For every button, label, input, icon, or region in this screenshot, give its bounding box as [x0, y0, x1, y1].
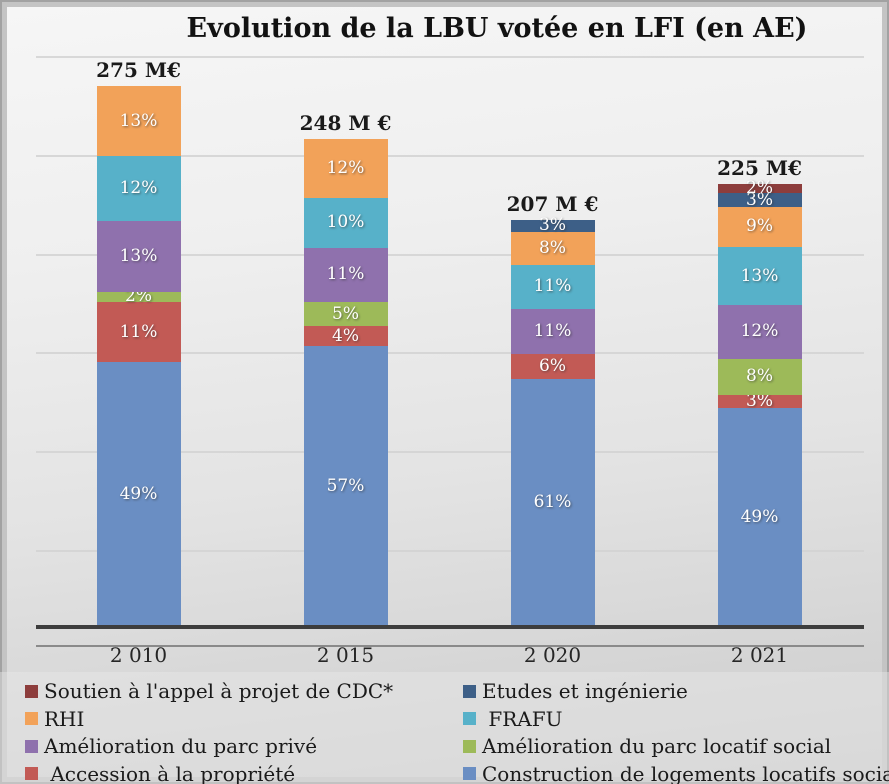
bar-segment-rhi: 13%	[96, 86, 181, 157]
segment-percent-label: 13%	[119, 110, 158, 131]
legend-swatch-rhi	[25, 712, 38, 725]
segment-percent-label: 11%	[326, 264, 365, 285]
legend-label-construction: Construction de logements locatifs socia…	[482, 761, 889, 784]
segment-percent-label: 5%	[332, 303, 359, 324]
x-axis-subline	[36, 645, 864, 647]
bar-segment-rhi: 8%	[510, 231, 595, 265]
segment-percent-label: 8%	[746, 366, 773, 387]
bar-segment-parc_prive: 11%	[303, 247, 388, 302]
bar-segment-parc_locatif_social: 8%	[717, 358, 802, 395]
bar-segment-frafu: 10%	[303, 198, 388, 248]
legend-label-parc_prive: Amélioration du parc privé	[44, 734, 318, 758]
h-gridline	[36, 352, 864, 354]
segment-percent-label: 12%	[740, 321, 779, 342]
bar-segment-soutien_cdc: 2%	[717, 180, 802, 197]
bar-segment-parc_prive: 13%	[96, 221, 181, 292]
h-gridline	[36, 550, 864, 552]
segment-percent-label: 3%	[746, 390, 773, 411]
legend-item-accession: Accession à la propriété	[25, 763, 295, 784]
legend-label-etudes: Etudes et ingénierie	[482, 679, 688, 703]
legend-swatch-etudes	[463, 684, 476, 698]
legend-label-accession: Accession à la propriété	[44, 761, 296, 784]
legend-swatch-construction	[463, 767, 476, 780]
h-gridline	[36, 254, 864, 256]
h-gridline	[36, 451, 864, 453]
x-axis-tick-label: 2 015	[316, 643, 375, 667]
segment-percent-label: 8%	[539, 237, 566, 258]
bar-segment-frafu: 12%	[96, 156, 181, 222]
bar-segment-parc_locatif_social: 2%	[96, 288, 181, 305]
segment-percent-label: 3%	[539, 215, 566, 236]
segment-percent-label: 11%	[119, 321, 158, 342]
segment-percent-label: 49%	[119, 483, 158, 504]
segment-percent-label: 9%	[746, 216, 773, 237]
x-axis-tick-label: 2 021	[730, 643, 789, 667]
bar-segment-parc_prive: 11%	[510, 309, 595, 355]
bar-total-label: 207 M €	[506, 191, 599, 216]
bar-segment-accession: 3%	[717, 390, 802, 411]
legend-item-frafu: FRAFU	[463, 708, 562, 730]
bar-segment-construction: 57%	[303, 346, 388, 627]
legend-label-soutien_cdc: Soutien à l'appel à projet de CDC*	[44, 679, 394, 703]
bar-segment-construction: 49%	[717, 407, 802, 627]
segment-percent-label: 61%	[533, 492, 572, 513]
x-axis-line	[36, 625, 864, 629]
chart-title: Evolution de la LBU votée en LFI (en AE)	[186, 13, 808, 44]
legend-item-etudes: Etudes et ingénierie	[463, 680, 688, 702]
segment-percent-label: 13%	[740, 265, 779, 286]
segment-percent-label: 12%	[119, 178, 158, 199]
bar-segment-construction: 61%	[510, 378, 595, 627]
bar-total-label: 248 M €	[299, 111, 392, 136]
h-gridline	[36, 56, 864, 58]
bar-segment-rhi: 12%	[303, 139, 388, 199]
bar-total-label: 275 M€	[96, 58, 181, 82]
segment-percent-label: 2%	[746, 178, 773, 199]
bar-segment-etudes: 3%	[510, 215, 595, 236]
bar-segment-parc_locatif_social: 5%	[303, 301, 388, 327]
bar-segment-parc_prive: 12%	[717, 305, 802, 359]
bar-segment-frafu: 13%	[717, 246, 802, 306]
bar-segment-etudes: 3%	[717, 189, 802, 210]
segment-percent-label: 4%	[332, 325, 359, 346]
segment-percent-label: 11%	[533, 321, 572, 342]
segment-percent-label: 3%	[746, 189, 773, 210]
bar-segment-rhi: 9%	[717, 206, 802, 247]
legend-label-parc_locatif_social: Amélioration du parc locatif social	[482, 734, 832, 758]
x-axis-tick-label: 2 010	[109, 643, 168, 667]
legend: Soutien à l'appel à projet de CDC* Etudes…	[0, 672, 889, 784]
h-gridline	[36, 155, 864, 157]
segment-percent-label: 49%	[740, 506, 779, 527]
legend-swatch-frafu	[463, 712, 476, 725]
segment-percent-label: 57%	[326, 476, 365, 497]
bar-total-label: 225 M€	[717, 156, 802, 181]
segment-percent-label: 10%	[326, 212, 365, 233]
legend-item-parc_locatif_social: Amélioration du parc locatif social	[463, 735, 831, 757]
bar-segment-accession: 11%	[96, 302, 181, 362]
legend-swatch-parc_prive	[25, 739, 38, 753]
segment-percent-label: 11%	[533, 276, 572, 297]
legend-item-construction: Construction de logements locatifs socia…	[463, 763, 889, 784]
legend-label-rhi: RHI	[44, 706, 85, 731]
segment-percent-label: 6%	[539, 355, 566, 376]
segment-percent-label: 2%	[125, 286, 152, 307]
segment-percent-label: 13%	[119, 245, 158, 266]
bar-segment-frafu: 11%	[510, 264, 595, 310]
bar-segment-accession: 4%	[303, 325, 388, 347]
legend-item-rhi: RHI	[25, 708, 84, 730]
legend-item-soutien_cdc: Soutien à l'appel à projet de CDC*	[25, 680, 393, 702]
x-axis-tick-label: 2 020	[523, 643, 582, 667]
bar-segment-construction: 49%	[96, 361, 181, 627]
legend-swatch-parc_locatif_social	[463, 739, 476, 753]
legend-swatch-accession	[25, 767, 38, 780]
legend-label-frafu: FRAFU	[482, 706, 563, 731]
bar-segment-accession: 6%	[510, 354, 595, 379]
legend-item-parc_prive: Amélioration du parc privé	[25, 735, 317, 757]
segment-percent-label: 12%	[326, 158, 365, 179]
legend-swatch-soutien_cdc	[25, 684, 38, 698]
